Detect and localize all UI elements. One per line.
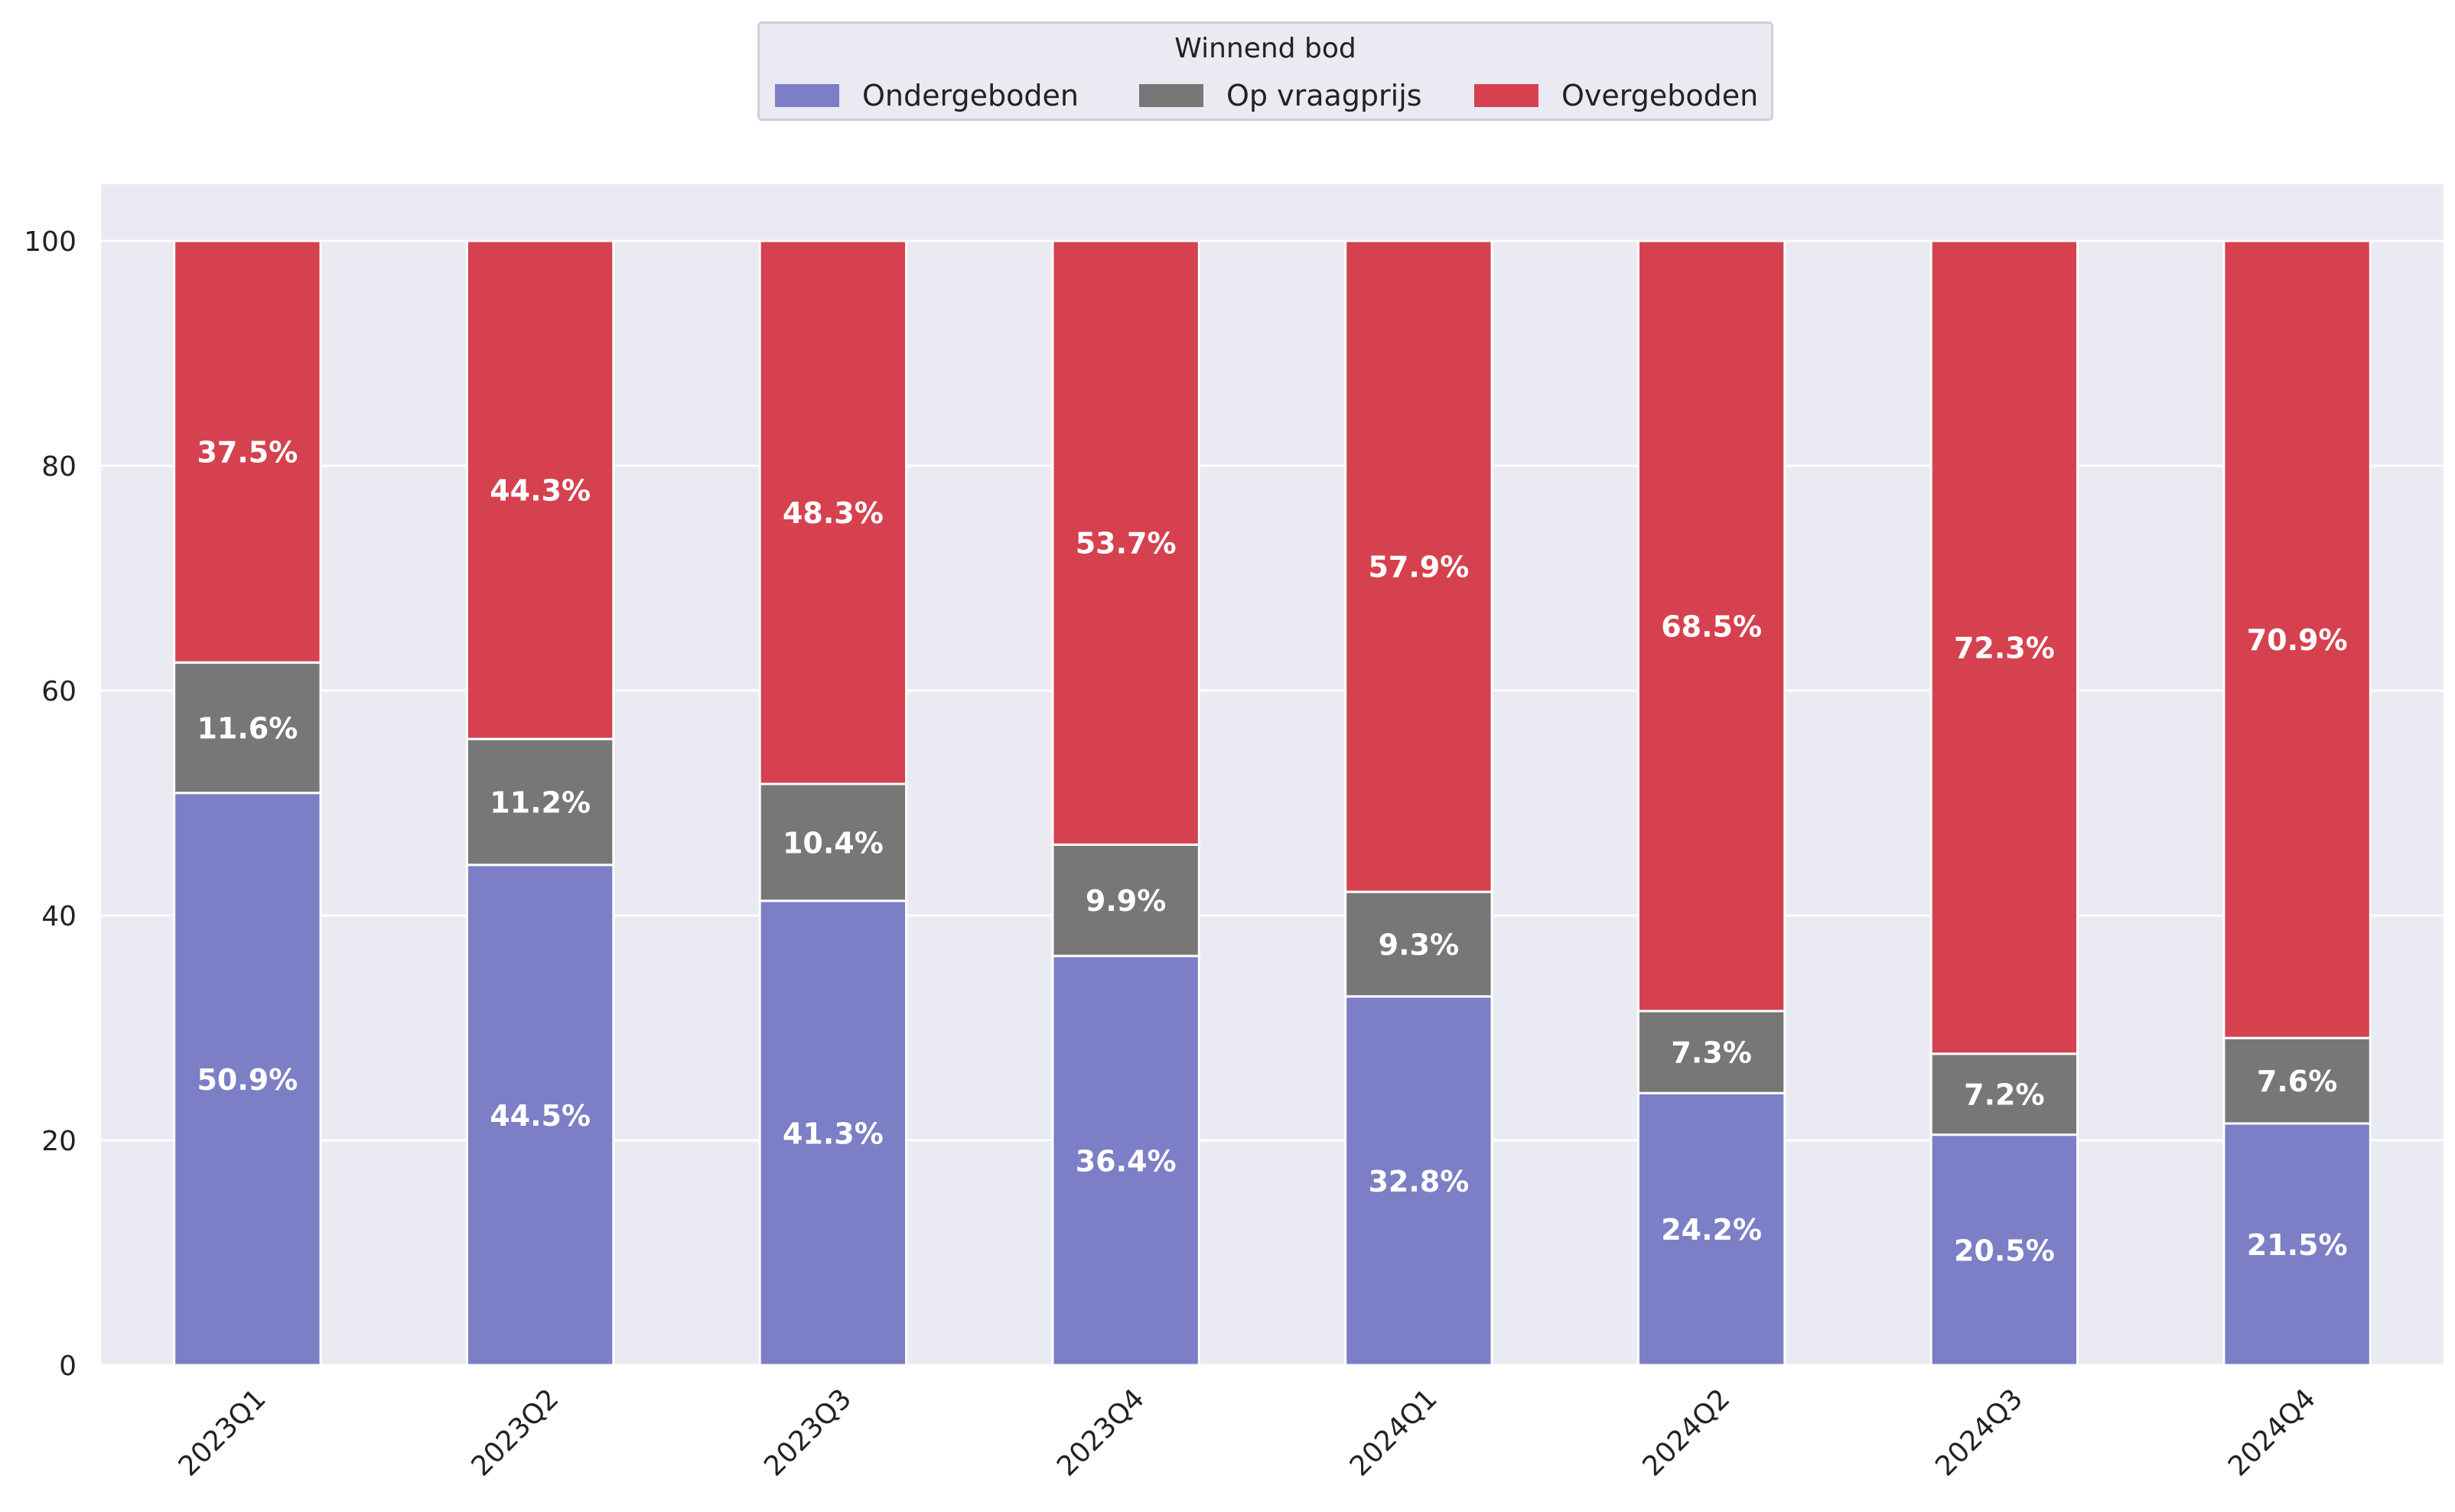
bars [173, 239, 2372, 1367]
bar-segment-op-vraagprijs [465, 737, 615, 867]
data-label: 70.9% [2247, 623, 2348, 657]
x-axis-ticks: 2023Q1 2023Q2 2023Q3 2023Q4 2024Q1 2024Q2 2024… [173, 1383, 2322, 1482]
legend-label: Op vraagprijs [1226, 79, 1422, 112]
bar-segment-overgeboden [2222, 239, 2372, 1039]
segment-labels: 50.9% 11.6% 37.5% 44.5% 11.2% 44.3% 41.3% 10.4%… [197, 436, 2347, 1268]
bar-segment-overgeboden [1051, 239, 1200, 846]
data-label: 68.5% [1661, 610, 1762, 643]
y-axis-ticks: 0 20 40 60 80 100 [24, 226, 77, 1382]
bar-segment-op-vraagprijs [1051, 843, 1200, 958]
data-label: 44.3% [490, 474, 591, 508]
bar-segment-ondergeboden [1344, 995, 1493, 1367]
data-label: 9.9% [1086, 884, 1166, 918]
data-label: 36.4% [1076, 1144, 1177, 1178]
bar-segment-op-vraagprijs [1636, 1010, 1786, 1094]
y-tick-label: 0 [59, 1351, 77, 1382]
legend-item-overgeboden: Overgeboden [1474, 79, 1758, 112]
data-label: 7.2% [1964, 1078, 2044, 1112]
data-label: 11.6% [197, 712, 298, 746]
legend-swatch [775, 84, 839, 107]
y-tick-label: 100 [24, 226, 77, 258]
bar-segment-ondergeboden [2222, 1122, 2372, 1367]
data-label: 53.7% [1076, 527, 1177, 561]
x-tick-label: 2024Q4 [2222, 1383, 2322, 1482]
bar-segment-ondergeboden [758, 899, 908, 1367]
data-label: 24.2% [1661, 1213, 1762, 1247]
bar-segment-op-vraagprijs [1929, 1052, 2079, 1136]
bar-segment-op-vraagprijs [758, 782, 908, 902]
legend-label: Ondergeboden [862, 79, 1079, 112]
legend-title: Winnend bod [1174, 33, 1356, 64]
bar-segment-op-vraagprijs [1344, 890, 1493, 998]
x-tick-label: 2024Q1 [1344, 1383, 1444, 1482]
data-label: 48.3% [783, 496, 884, 530]
x-tick-label: 2023Q2 [465, 1383, 565, 1482]
y-tick-label: 60 [41, 676, 77, 707]
data-label: 41.3% [783, 1117, 884, 1150]
bar-segment-ondergeboden [1929, 1133, 2079, 1367]
data-label: 50.9% [197, 1063, 298, 1097]
y-tick-label: 80 [41, 451, 77, 483]
data-label: 37.5% [197, 436, 298, 470]
bar-segment-overgeboden [1344, 239, 1493, 893]
data-label: 10.4% [783, 826, 884, 860]
data-label: 11.2% [490, 786, 591, 820]
data-label: 9.3% [1379, 928, 1459, 961]
data-label: 7.6% [2257, 1065, 2337, 1098]
x-tick-label: 2023Q3 [758, 1383, 858, 1482]
data-label: 7.3% [1671, 1036, 1751, 1070]
bar-segment-overgeboden [758, 239, 908, 785]
x-tick-label: 2023Q1 [173, 1383, 272, 1482]
bar-segment-ondergeboden [1636, 1091, 1786, 1367]
x-tick-label: 2023Q4 [1051, 1383, 1151, 1482]
x-tick-label: 2024Q2 [1636, 1383, 1736, 1482]
data-label: 32.8% [1368, 1165, 1469, 1198]
legend-swatch [1139, 84, 1203, 107]
data-label: 72.3% [1954, 631, 2055, 665]
bar-segment-ondergeboden [1051, 954, 1200, 1367]
bar-segment-overgeboden [1636, 239, 1786, 1013]
plot-area [101, 184, 2444, 1365]
bar-segment-ondergeboden [173, 792, 322, 1367]
bar-segment-op-vraagprijs [173, 661, 322, 795]
y-tick-label: 40 [41, 901, 77, 932]
bar-segment-overgeboden [1929, 239, 2079, 1055]
data-label: 21.5% [2247, 1228, 2348, 1262]
data-label: 44.5% [490, 1099, 591, 1133]
y-tick-label: 20 [41, 1126, 77, 1157]
x-tick-label: 2024Q3 [1929, 1383, 2029, 1482]
legend-swatch [1474, 84, 1538, 107]
data-label: 57.9% [1368, 551, 1469, 584]
bar-segment-op-vraagprijs [2222, 1036, 2372, 1125]
legend-label: Overgeboden [1561, 79, 1759, 112]
bar-segment-overgeboden [465, 239, 615, 740]
legend-item-op-vraagprijs: Op vraagprijs [1139, 79, 1422, 112]
legend: Winnend bod Ondergeboden Op vraagprijs O… [757, 21, 1773, 121]
bar-segment-overgeboden [173, 239, 322, 664]
legend-item-ondergeboden: Ondergeboden [775, 79, 1079, 112]
data-label: 20.5% [1954, 1234, 2055, 1267]
